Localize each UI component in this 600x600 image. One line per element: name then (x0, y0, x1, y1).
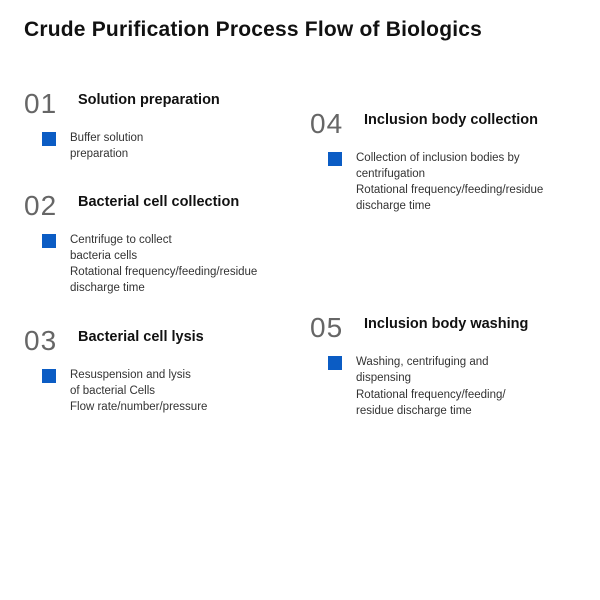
columns-wrapper: 01 Solution preparation Buffer solution … (24, 90, 576, 449)
step-body: Centrifuge to collect bacteria cells Rot… (24, 232, 290, 296)
step-body: Resuspension and lysis of bacterial Cell… (24, 367, 290, 415)
left-column: 01 Solution preparation Buffer solution … (24, 90, 290, 449)
step-header: 02 Bacterial cell collection (24, 192, 290, 220)
step-title: Inclusion body collection (364, 110, 538, 129)
step-01: 01 Solution preparation Buffer solution … (24, 90, 290, 162)
step-title: Bacterial cell lysis (78, 327, 204, 346)
step-number: 02 (24, 192, 64, 220)
square-bullet-icon (42, 234, 56, 248)
step-05: 05 Inclusion body washing Washing, centr… (310, 314, 576, 418)
step-header: 01 Solution preparation (24, 90, 290, 118)
step-title: Bacterial cell collection (78, 192, 239, 211)
step-02: 02 Bacterial cell collection Centrifuge … (24, 192, 290, 296)
step-body: Washing, centrifuging and dispensing Rot… (310, 354, 576, 418)
square-bullet-icon (328, 152, 342, 166)
step-number: 03 (24, 327, 64, 355)
step-number: 05 (310, 314, 350, 342)
step-03: 03 Bacterial cell lysis Resuspension and… (24, 327, 290, 415)
step-number: 01 (24, 90, 64, 118)
step-title: Solution preparation (78, 90, 220, 109)
page-title: Crude Purification Process Flow of Biolo… (24, 18, 576, 42)
step-desc: Resuspension and lysis of bacterial Cell… (70, 367, 207, 415)
step-body: Buffer solution preparation (24, 130, 290, 162)
right-column: 04 Inclusion body collection Collection … (310, 110, 576, 449)
step-desc: Collection of inclusion bodies by centri… (356, 150, 543, 214)
square-bullet-icon (42, 369, 56, 383)
step-title: Inclusion body washing (364, 314, 528, 333)
step-number: 04 (310, 110, 350, 138)
square-bullet-icon (42, 132, 56, 146)
step-04: 04 Inclusion body collection Collection … (310, 110, 576, 214)
step-desc: Washing, centrifuging and dispensing Rot… (356, 354, 506, 418)
step-header: 05 Inclusion body washing (310, 314, 576, 342)
step-body: Collection of inclusion bodies by centri… (310, 150, 576, 214)
square-bullet-icon (328, 356, 342, 370)
step-desc: Buffer solution preparation (70, 130, 143, 162)
step-desc: Centrifuge to collect bacteria cells Rot… (70, 232, 257, 296)
step-header: 03 Bacterial cell lysis (24, 327, 290, 355)
step-header: 04 Inclusion body collection (310, 110, 576, 138)
